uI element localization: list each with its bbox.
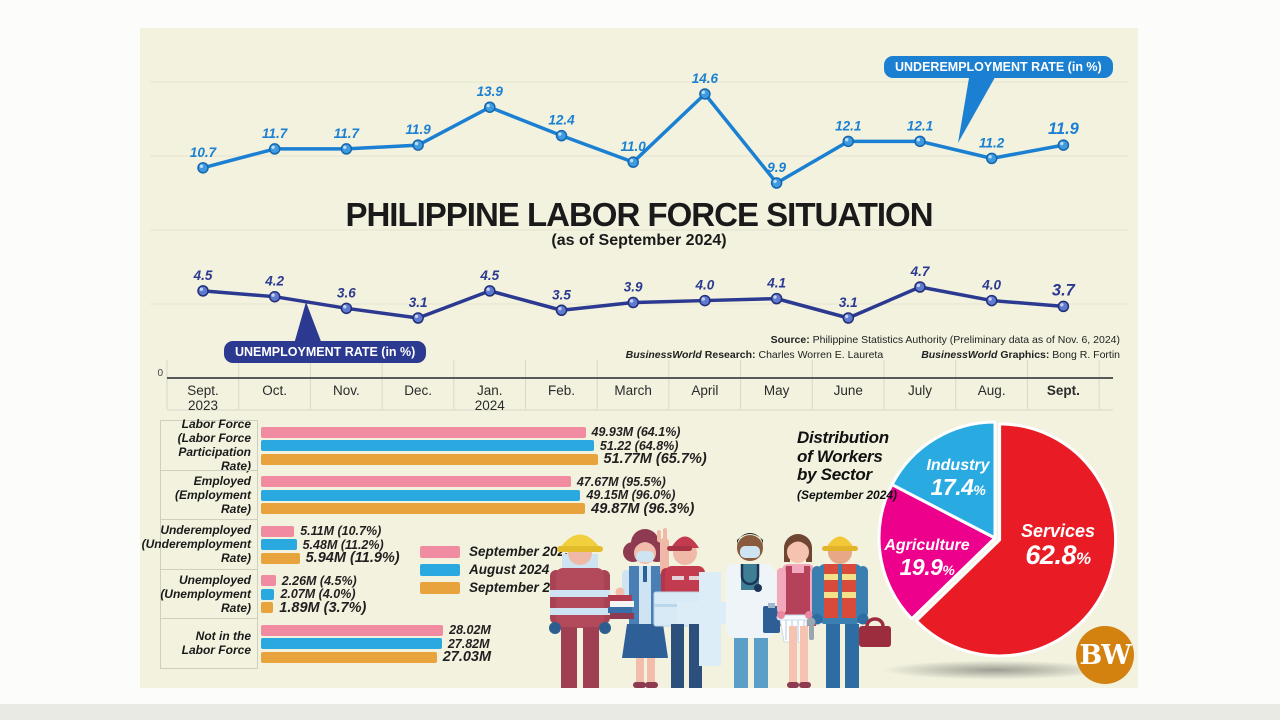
bar-row: Employed (Employment Rate) 47.67M (95.5%) 4… <box>160 469 780 520</box>
legend-swatch-blue <box>420 563 460 576</box>
bar-row: Labor Force (Labor Force Participation Rat… <box>160 417 780 473</box>
x-axis-label: April <box>691 383 719 398</box>
bar <box>261 651 437 663</box>
pie-title: Distribution of Workers by Sector (Septe… <box>797 428 898 503</box>
x-axis-label: Nov. <box>333 383 360 398</box>
legend-swatch-pink <box>420 545 460 558</box>
bar <box>261 426 586 438</box>
bar-value-label: 2.07M (4.0%) <box>280 587 356 602</box>
x-axis-label: Jan. 2024 <box>474 383 505 414</box>
bar-value-label: 51.77M (65.7%) <box>603 451 707 468</box>
x-axis-label: Sept. <box>1046 383 1080 398</box>
bar-value-label: 51.22 (64.8%) <box>599 438 679 453</box>
doctor-illustration <box>677 533 780 688</box>
pie-slice-services <box>914 422 1118 658</box>
bar <box>261 440 594 452</box>
bar <box>261 489 581 501</box>
bar-value-label: 2.26M (4.5%) <box>281 573 357 588</box>
bar-value-label: 49.87M (96.3%) <box>591 500 695 517</box>
x-axis-label: March <box>614 383 652 398</box>
pie-chart <box>877 420 1118 658</box>
bar <box>261 503 586 515</box>
unemployment-rate-label: UNEMPLOYMENT RATE (in %) <box>224 341 427 363</box>
construction-worker-illustration <box>806 536 891 688</box>
bar <box>261 624 444 636</box>
bar-value-label: 27.03M <box>442 649 492 666</box>
bar-chart: Labor Force (Labor Force Participation Rat… <box>142 417 780 669</box>
x-axis-label: Dec. <box>404 383 432 398</box>
firefighter-illustration <box>549 534 611 688</box>
bar-value-label: 5.94M (11.9%) <box>305 550 400 567</box>
bar <box>261 552 300 564</box>
pie-label-industry: Industry 17.4% <box>926 457 990 500</box>
pie-label-services: Services 62.8% <box>1020 521 1096 570</box>
bar-category-label: Not in the Labor Force <box>160 618 258 669</box>
bar-value-label: 27.82M <box>447 636 490 651</box>
x-axis-label: Oct. <box>262 383 288 398</box>
bw-logo[interactable]: BW <box>1076 626 1134 684</box>
byline: BusinessWorld Research: Charles Worren E… <box>625 348 1120 361</box>
bar-value-label: 49.93M (64.1%) <box>591 425 681 440</box>
bar-value-label: 47.67M (95.5%) <box>576 474 666 489</box>
bar <box>261 539 297 551</box>
pie-shadow <box>878 660 1112 680</box>
bar <box>261 525 295 537</box>
bottom-strip <box>0 704 1280 720</box>
bar-category-label: Underemployed (Underemployment Rate) <box>142 519 258 570</box>
bar-category-label: Labor Force (Labor Force Participation Rat… <box>160 417 258 473</box>
legend-item-september-2023: September 2023 <box>420 543 573 560</box>
page-title: PHILIPPINE LABOR FORCE SITUATION <box>345 196 933 233</box>
legend: September 2023 August 2024 September 202… <box>420 543 573 597</box>
bar-value-label: 28.02M <box>449 623 491 638</box>
x-axis-label: July <box>907 383 932 398</box>
bar <box>261 453 598 465</box>
workers-illustration <box>549 528 891 688</box>
x-axis-label: Feb. <box>547 383 575 398</box>
credits: Source: Philippine Statistics Authority … <box>626 333 1120 362</box>
x-axis-label: June <box>833 383 863 398</box>
teacher-illustration <box>608 529 668 688</box>
pie-slice-industry <box>890 420 997 540</box>
source-line: Source: Philippine Statistics Authority … <box>770 334 1120 346</box>
bar <box>261 476 571 488</box>
x-axis-label: Aug. <box>977 383 1006 398</box>
y-axis-zero-label: 0 <box>157 368 163 379</box>
page-subtitle: (as of September 2024) <box>551 232 727 249</box>
vendor-woman-illustration <box>776 534 819 688</box>
x-axis-label: May <box>763 383 790 398</box>
bar <box>261 575 276 587</box>
pie-slice-agriculture <box>877 483 997 621</box>
legend-item-august-2024: August 2024 <box>420 561 573 578</box>
legend-swatch-orange <box>420 581 460 594</box>
bar <box>261 638 442 650</box>
bar <box>261 602 274 614</box>
bar-row: Underemployed (Underemployment Rate) 5.11M … <box>142 519 780 570</box>
legend-item-september-2024: September 2024 <box>420 579 573 596</box>
bar-category-label: Unemployed (Unemployment Rate) <box>160 568 258 619</box>
bw-logo-text: BW <box>1079 639 1131 671</box>
bar <box>261 588 275 600</box>
bar-category-label: Employed (Employment Rate) <box>160 469 258 520</box>
bar-row: Unemployed (Unemployment Rate) 2.26M (4.5%… <box>160 568 780 619</box>
pie-label-agriculture: Agriculture 19.9% <box>884 537 970 580</box>
underemployment-rate-label: UNDEREMPLOYMENT RATE (in %) <box>884 56 1113 78</box>
bar-value-label: 5.11M (10.7%) <box>300 524 382 539</box>
bar-value-label: 49.15M (96.0%) <box>586 488 676 503</box>
x-axis-label: Sept. 2023 <box>187 383 219 414</box>
bar-row: Not in the Labor Force 28.02M 27.82M 27.03M <box>160 618 780 669</box>
bar-value-label: 5.48M (11.2%) <box>302 537 384 552</box>
bar-value-label: 1.89M (3.7%) <box>279 599 367 616</box>
